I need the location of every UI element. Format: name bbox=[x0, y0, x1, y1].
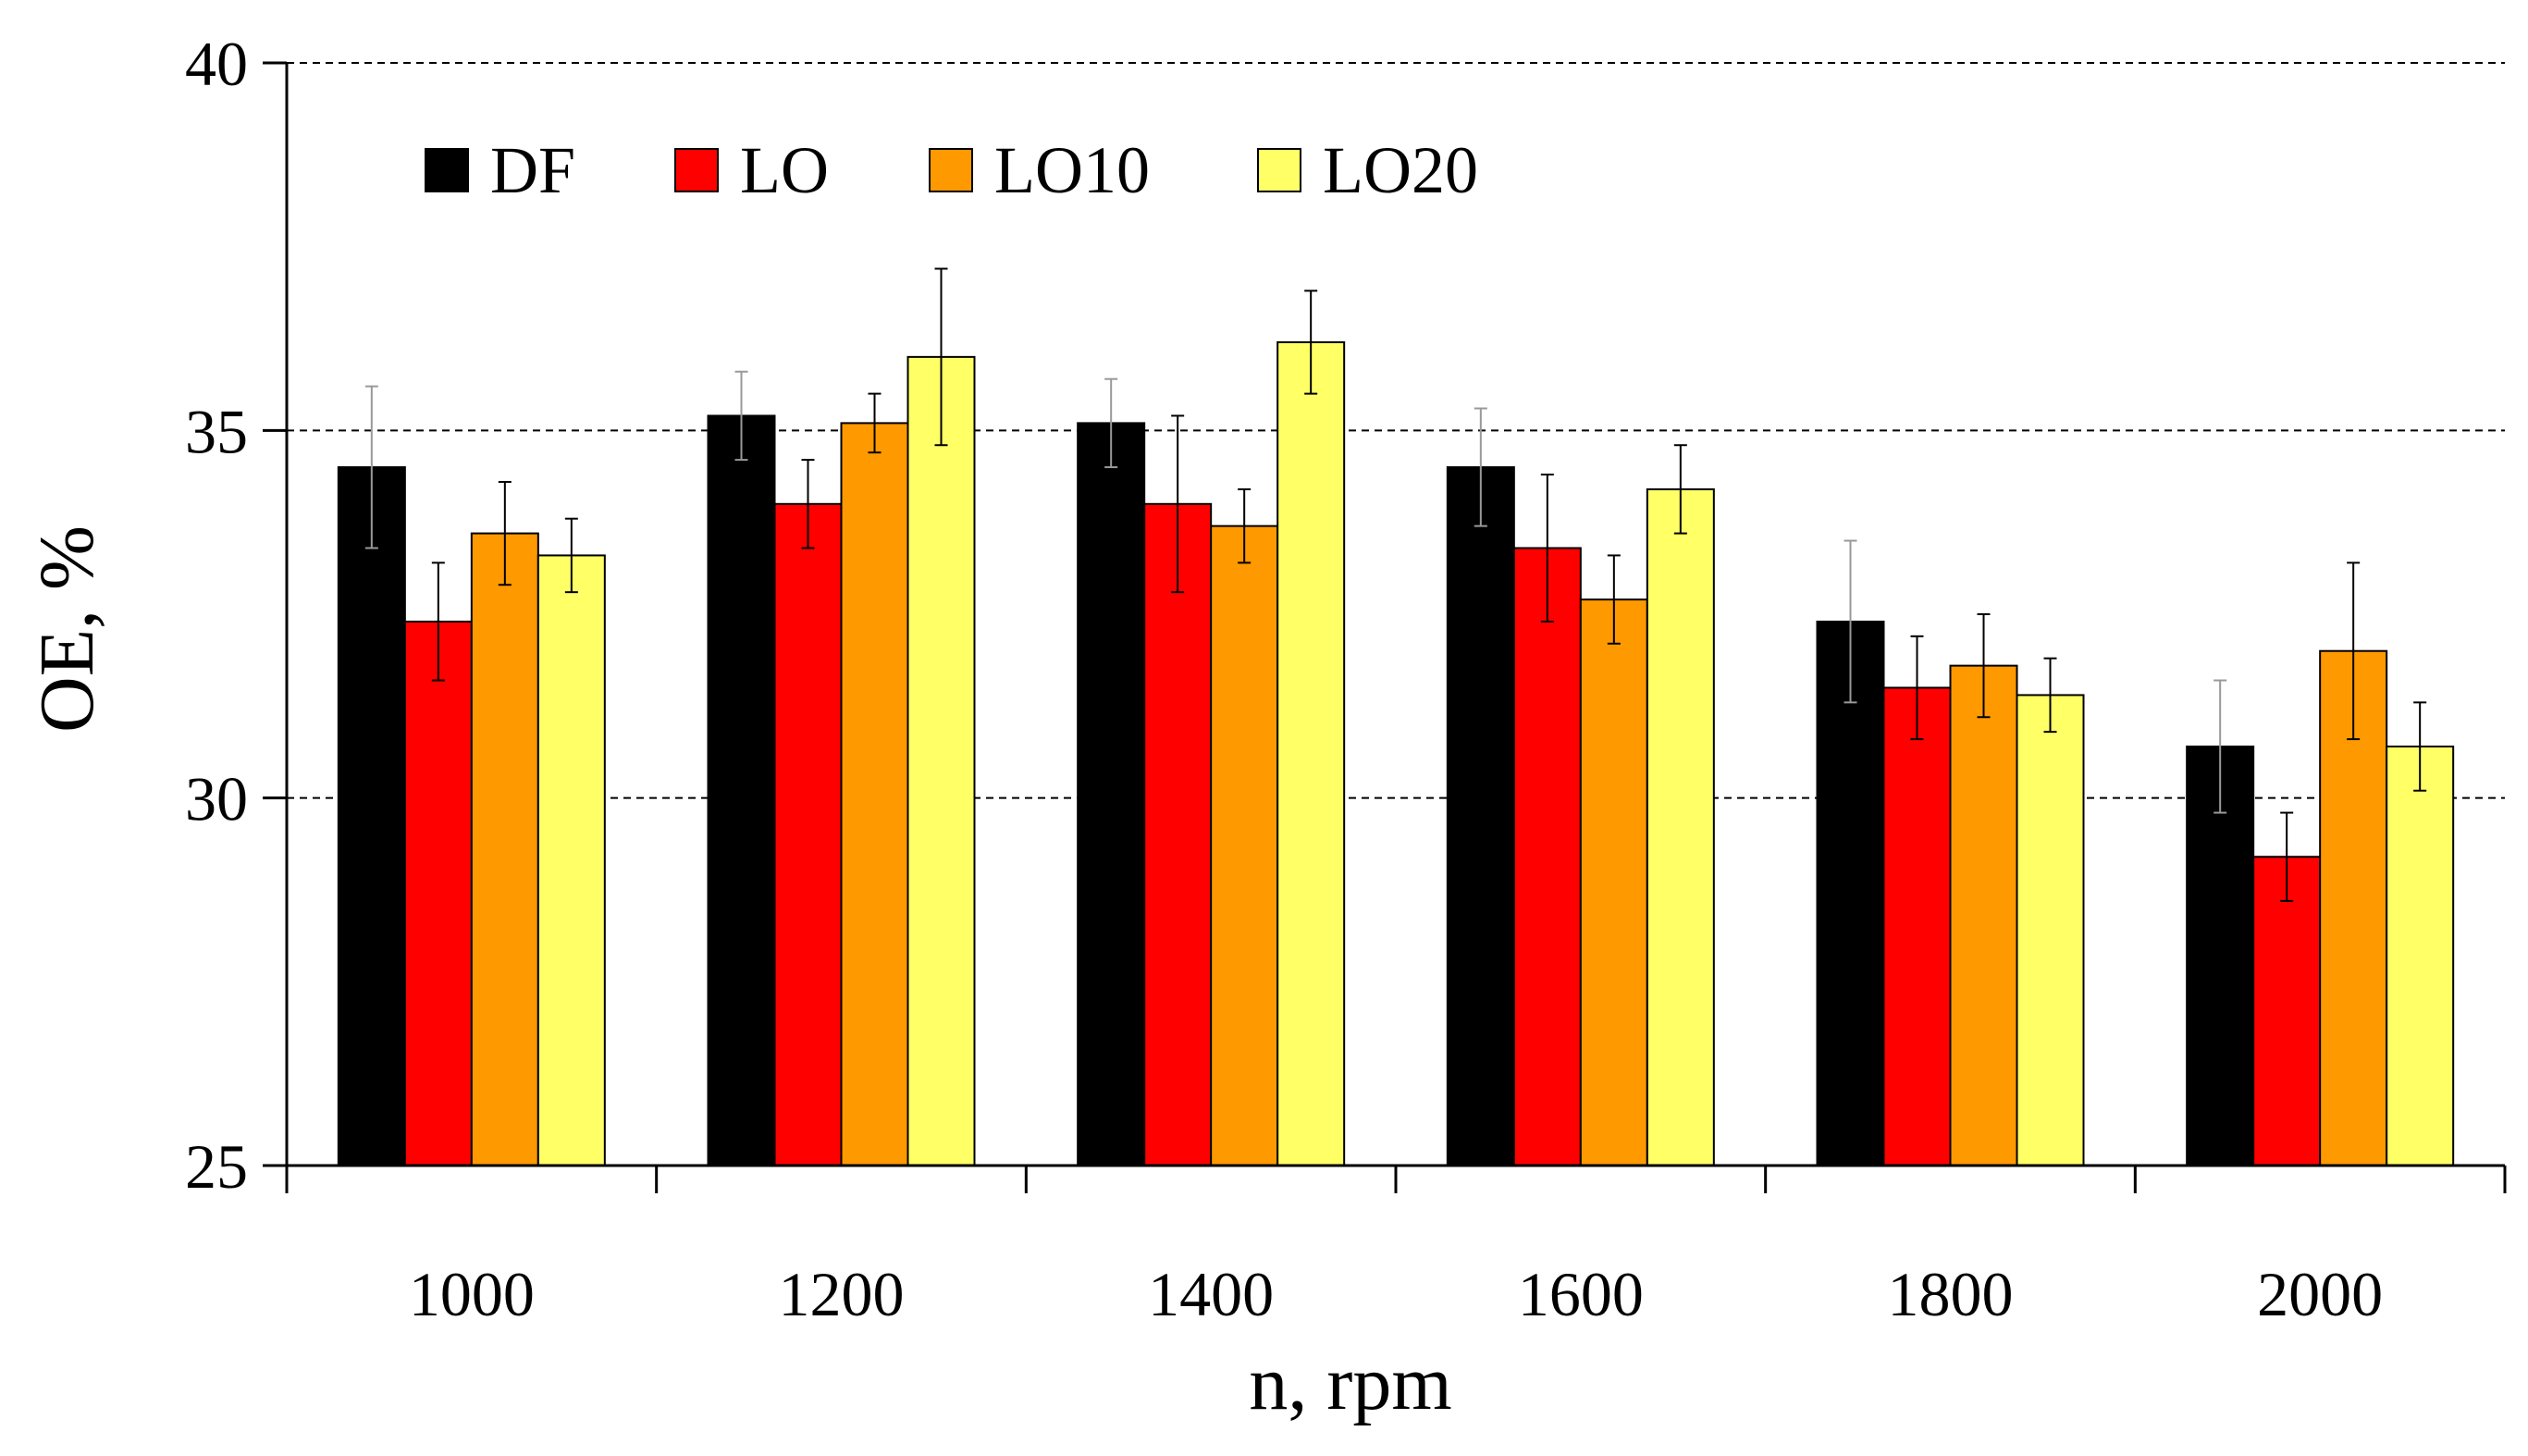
bar-LO-1800 bbox=[1882, 686, 1952, 1166]
bar-DF-2000 bbox=[2186, 746, 2255, 1166]
bar-LO10-1400 bbox=[1210, 524, 1279, 1166]
x-tick-label-1400: 1400 bbox=[1148, 1259, 1274, 1329]
legend-swatch-DF bbox=[425, 148, 469, 192]
bar-LO20-1600 bbox=[1646, 487, 1715, 1166]
y-tick-label-40: 40 bbox=[185, 29, 248, 99]
x-axis-title: n, rpm bbox=[1249, 1340, 1451, 1426]
y-tick-label-25: 25 bbox=[185, 1131, 248, 1202]
tick-labels: 1000 1200 1400 1600 1800 2000 25 30 35 40 bbox=[185, 29, 2383, 1329]
legend-label-DF: DF bbox=[490, 133, 575, 207]
bar-LO-1400 bbox=[1143, 502, 1213, 1166]
legend-item-LO20: LO20 bbox=[1257, 133, 1478, 207]
bar-DF-1600 bbox=[1446, 466, 1515, 1167]
x-tick-label-2000: 2000 bbox=[2257, 1259, 2383, 1329]
gridlines bbox=[287, 62, 2505, 799]
bar-DF-1400 bbox=[1077, 422, 1146, 1166]
legend: DF LO LO10 LO20 bbox=[425, 133, 1478, 207]
bar-LO10-1800 bbox=[1949, 664, 2018, 1166]
bar-DF-1000 bbox=[337, 466, 406, 1167]
bar-LO20-1400 bbox=[1276, 340, 1346, 1166]
x-tick-label-1600: 1600 bbox=[1518, 1259, 1644, 1329]
bar-DF-1200 bbox=[707, 414, 776, 1166]
bars bbox=[337, 340, 2455, 1167]
legend-swatch-LO10 bbox=[929, 148, 973, 192]
bar-LO-2000 bbox=[2252, 856, 2322, 1166]
bar-LO20-1000 bbox=[536, 554, 606, 1166]
legend-label-LO: LO bbox=[740, 133, 829, 207]
legend-item-LO: LO bbox=[674, 133, 829, 207]
bar-LO10-1200 bbox=[840, 422, 909, 1166]
bar-LO10-1000 bbox=[470, 532, 539, 1166]
legend-label-LO10: LO10 bbox=[994, 133, 1150, 207]
bar-LO10-1600 bbox=[1579, 598, 1648, 1166]
legend-item-DF: DF bbox=[425, 133, 575, 207]
y-tick-label-35: 35 bbox=[185, 396, 248, 466]
error-bars bbox=[364, 267, 2427, 902]
x-tick-label-1200: 1200 bbox=[779, 1259, 905, 1329]
axes bbox=[263, 61, 2507, 1193]
bar-LO-1200 bbox=[773, 502, 843, 1166]
y-axis-title: OE, % bbox=[24, 525, 110, 733]
y-tick-label-30: 30 bbox=[185, 764, 248, 834]
x-tick-label-1000: 1000 bbox=[409, 1259, 535, 1329]
bar-LO-1600 bbox=[1512, 547, 1582, 1166]
bar-LO20-2000 bbox=[2386, 746, 2455, 1166]
bar-LO20-1800 bbox=[2016, 694, 2085, 1166]
bar-LO20-1200 bbox=[906, 355, 976, 1167]
legend-swatch-LO bbox=[674, 148, 719, 192]
x-tick-label-1800: 1800 bbox=[1888, 1259, 2014, 1329]
legend-label-LO20: LO20 bbox=[1323, 133, 1478, 207]
bar-LO-1000 bbox=[403, 620, 473, 1166]
legend-item-LO10: LO10 bbox=[929, 133, 1150, 207]
legend-swatch-LO20 bbox=[1257, 148, 1301, 192]
